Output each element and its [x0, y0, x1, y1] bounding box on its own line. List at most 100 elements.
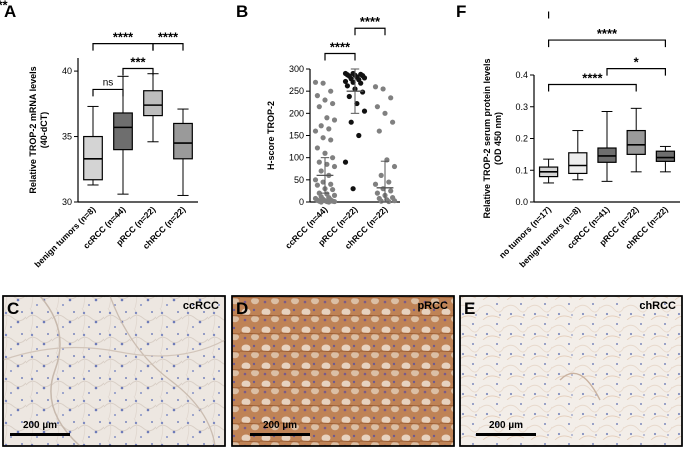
- data-point: [314, 145, 320, 151]
- significance-label: ****: [360, 14, 381, 29]
- data-point: [318, 168, 324, 174]
- y-tick-label: 0: [299, 197, 304, 207]
- significance-bracket: [354, 27, 386, 36]
- data-point: [378, 198, 384, 204]
- y-axis-label: (40-dCT): [39, 112, 49, 149]
- y-tick-label: 0.0: [515, 197, 528, 207]
- significance-label: *: [634, 55, 640, 70]
- data-point: [328, 88, 334, 94]
- significance-bracket: [324, 52, 356, 61]
- y-axis-label: H-score TROP-2: [266, 101, 276, 170]
- significance-bracket: [92, 43, 154, 51]
- box-1: [83, 105, 103, 186]
- y-tick-label: 35: [62, 132, 72, 142]
- scatter-group-1: [312, 79, 338, 205]
- data-point: [314, 93, 320, 99]
- y-tick-label: 0.2: [515, 134, 528, 144]
- y-axis-label: Relative TROP-2 mRNA levels: [28, 66, 38, 193]
- box-2: [568, 130, 588, 181]
- data-point: [312, 128, 319, 134]
- y-tick-label: 50: [294, 175, 304, 185]
- data-point: [318, 199, 324, 205]
- data-point: [322, 97, 328, 103]
- scale-label-c: 200 µm: [23, 420, 57, 431]
- data-point: [330, 186, 336, 193]
- box-iqr: [568, 152, 588, 175]
- panel-label-f: F: [456, 2, 466, 21]
- significance-bracket: [92, 88, 124, 97]
- histology-panel-d: D pRCC 200 µm: [231, 295, 455, 447]
- data-point: [350, 186, 356, 192]
- data-point: [382, 110, 388, 116]
- y-tick-label: 100: [289, 153, 304, 163]
- data-point: [380, 86, 386, 92]
- panel-label-d: D: [236, 299, 248, 318]
- data-point: [356, 132, 362, 139]
- data-point: [330, 100, 336, 107]
- histology-label-chrcc: chRCC: [639, 300, 676, 312]
- data-point: [342, 78, 349, 85]
- y-axis-label: (OD 450 nm): [493, 112, 503, 165]
- significance-label: ****: [158, 30, 179, 45]
- panel-label-a: A: [4, 2, 16, 21]
- data-point: [350, 79, 356, 85]
- y-tick-label: 150: [289, 131, 304, 141]
- data-point: [388, 95, 394, 101]
- box-iqr: [173, 122, 193, 160]
- data-point: [372, 181, 379, 187]
- data-point: [331, 192, 338, 198]
- y-tick-label: 0.1: [515, 165, 528, 175]
- histology-panel-c: C ccRCC 200 µm: [2, 295, 226, 447]
- box-4: [173, 108, 193, 196]
- box-iqr: [143, 90, 163, 117]
- box-iqr: [113, 112, 133, 151]
- significance-label: ****: [597, 26, 618, 41]
- data-point: [358, 80, 364, 86]
- data-point: [316, 104, 322, 110]
- y-tick-label: 0.4: [515, 70, 528, 80]
- data-point: [328, 181, 334, 187]
- y-tick-label: 30: [62, 197, 72, 207]
- significance-label: ***: [130, 54, 146, 69]
- scale-bar-d: [250, 433, 310, 436]
- box-iqr: [626, 129, 646, 155]
- box-2: [113, 75, 133, 195]
- panel-label-b: B: [236, 2, 248, 21]
- data-point: [361, 75, 368, 81]
- data-point: [388, 188, 394, 194]
- data-point: [331, 163, 338, 170]
- data-point: [374, 190, 380, 196]
- y-tick-label: 40: [62, 66, 72, 76]
- histology-label-ccrcc: ccRCC: [183, 300, 219, 312]
- data-point: [386, 179, 392, 185]
- box-1: [538, 158, 559, 184]
- y-tick-label: 250: [289, 86, 304, 96]
- data-point: [354, 100, 360, 107]
- histology-image-ccrcc: [2, 295, 226, 447]
- box-3: [143, 73, 163, 143]
- box-3: [597, 111, 617, 182]
- data-point: [331, 198, 338, 205]
- data-point: [324, 161, 330, 167]
- data-point: [374, 104, 380, 110]
- data-point: [391, 163, 398, 170]
- data-point: [378, 172, 384, 178]
- data-point: [326, 126, 332, 132]
- data-point: [318, 123, 324, 129]
- significance-label: ****: [330, 39, 351, 54]
- data-point: [391, 198, 398, 204]
- box-iqr: [655, 150, 676, 162]
- significance-label: ns: [103, 77, 114, 88]
- significance-bracket: [122, 67, 154, 76]
- data-point: [320, 179, 326, 185]
- data-point: [320, 80, 326, 86]
- data-point: [320, 135, 326, 141]
- significance-bracket: [548, 39, 666, 48]
- scatter-group-3: [372, 84, 398, 205]
- data-point: [330, 155, 336, 161]
- data-point: [324, 115, 330, 121]
- histology-image-chrcc: [459, 295, 683, 447]
- data-point: [328, 137, 334, 143]
- significance-label: ***: [0, 0, 9, 13]
